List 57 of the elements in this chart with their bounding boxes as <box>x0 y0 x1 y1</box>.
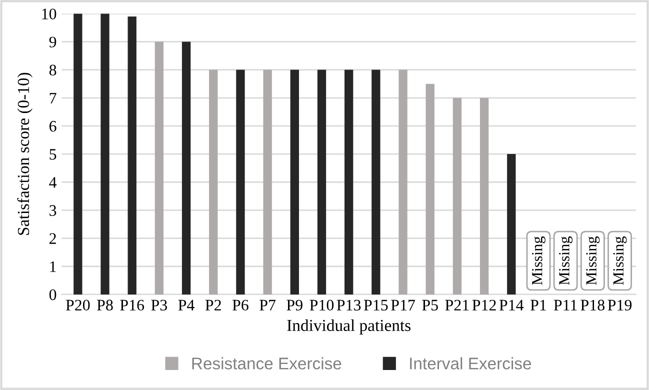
bar <box>290 70 299 294</box>
annotation: Missing <box>586 236 600 285</box>
y-tick-label: 6 <box>49 120 56 132</box>
x-tick-label: P15 <box>364 300 388 311</box>
y-tick-label: 1 <box>50 261 56 272</box>
x-tick-label: P18 <box>580 300 604 311</box>
bar <box>317 70 326 294</box>
x-tick-label: P11 <box>554 300 577 310</box>
bar <box>100 14 110 294</box>
bar <box>480 98 489 294</box>
y-axis-title: Satisfaction score (0-10) <box>17 72 32 235</box>
x-tick-label: P21 <box>445 300 469 310</box>
x-tick-label: P6 <box>232 300 248 311</box>
bar <box>128 16 136 294</box>
x-tick-label: P19 <box>608 300 632 311</box>
x-tick-label: P16 <box>120 300 144 311</box>
x-tick-label: P7 <box>260 300 276 310</box>
x-tick-label: P4 <box>178 300 194 310</box>
x-tick-label: P3 <box>151 300 167 311</box>
x-tick-label: P14 <box>499 300 524 310</box>
bar <box>182 42 191 294</box>
x-tick-label: P5 <box>422 300 438 311</box>
bar <box>507 154 516 294</box>
y-tick-label: 0 <box>49 289 56 300</box>
bar <box>209 70 218 294</box>
bar <box>426 84 434 294</box>
y-tick-label: 7 <box>50 92 56 104</box>
x-tick-label: P20 <box>66 300 90 311</box>
bar <box>452 98 462 294</box>
bar <box>344 70 354 294</box>
x-tick-label: P9 <box>286 300 302 311</box>
y-tick-label: 2 <box>50 233 56 244</box>
x-axis-title: Individual patients <box>287 319 410 334</box>
annotation: Missing <box>613 236 627 285</box>
y-tick-label: 5 <box>50 149 56 160</box>
y-tick-label: 9 <box>49 36 56 48</box>
annotation: Missing <box>559 236 573 285</box>
bar <box>74 14 82 294</box>
bar <box>372 70 380 294</box>
x-tick-label: P2 <box>205 300 221 310</box>
bar <box>236 70 245 294</box>
y-tick-label: 10 <box>42 8 56 20</box>
bar <box>263 70 272 294</box>
legend-label: Resistance Exercise <box>192 357 342 370</box>
y-tick-label: 8 <box>49 64 56 76</box>
x-tick-label: P12 <box>472 300 496 310</box>
x-tick-label: P17 <box>391 300 415 310</box>
bar <box>398 70 408 294</box>
x-tick-label: P10 <box>310 300 334 311</box>
bar <box>154 42 164 294</box>
y-tick-label: 3 <box>50 205 56 216</box>
annotation: Missing <box>532 236 546 285</box>
legend-label: Interval Exercise <box>410 357 532 370</box>
x-tick-label: P8 <box>97 300 113 311</box>
y-tick-label: 4 <box>49 177 57 188</box>
x-tick-label: P13 <box>336 300 361 311</box>
x-tick-label: P1 <box>530 300 546 310</box>
